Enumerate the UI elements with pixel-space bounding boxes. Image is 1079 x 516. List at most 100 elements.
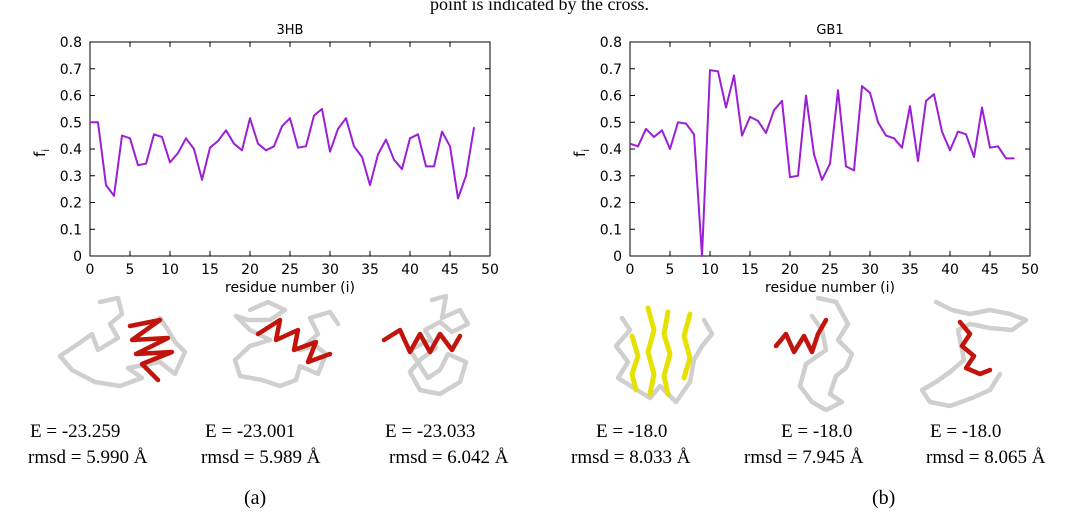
x-tick-label: 50: [1021, 262, 1039, 278]
data-point: [185, 137, 187, 140]
data-point: [877, 121, 879, 124]
x-axis-label: residue number (i): [225, 280, 355, 294]
data-point: [677, 121, 679, 124]
energy-label-6: E = -18.0: [930, 421, 1002, 442]
data-point: [789, 176, 791, 178]
structure-3hb-3: [381, 293, 471, 397]
data-point: [97, 121, 99, 124]
y-tick-label: 0.8: [60, 35, 82, 51]
data-point: [385, 138, 387, 141]
data-point: [233, 142, 235, 145]
x-tick-label: 5: [666, 262, 675, 278]
energy-label-5: E = -18.0: [781, 421, 853, 442]
data-point: [693, 133, 695, 136]
y-tick-label: 0.6: [600, 89, 622, 105]
data-point: [89, 121, 91, 124]
data-point: [201, 178, 203, 181]
y-axis-label-sub: i: [41, 149, 52, 152]
structure-gb1-1: [613, 305, 715, 405]
data-point: [845, 165, 847, 168]
data-point: [281, 125, 283, 128]
data-point: [433, 165, 435, 168]
data-point: [425, 165, 427, 168]
y-axis-label-main: f: [571, 151, 589, 157]
y-axis-label: fi: [571, 149, 592, 157]
data-point: [669, 148, 671, 150]
y-tick-label: 0.1: [600, 222, 622, 238]
data-point: [209, 146, 211, 149]
energy-label-2: E = -23.001: [205, 421, 296, 442]
data-point: [773, 109, 775, 112]
y-tick-label: 0.4: [60, 142, 82, 158]
data-point: [965, 133, 967, 136]
panel-label-b: (b): [872, 487, 896, 509]
data-point: [393, 158, 395, 161]
data-point: [717, 70, 719, 73]
data-point: [113, 195, 115, 197]
data-point: [249, 117, 251, 120]
data-point: [329, 150, 331, 153]
data-point: [709, 69, 711, 71]
data-point: [369, 184, 371, 186]
x-tick-label: 0: [86, 262, 95, 278]
data-point: [901, 146, 903, 149]
data-point: [401, 168, 403, 170]
data-point: [313, 114, 315, 117]
x-tick-label: 40: [401, 262, 419, 278]
data-point: [933, 93, 935, 95]
data-point: [105, 184, 107, 186]
data-point: [829, 162, 831, 165]
data-point: [861, 85, 863, 87]
x-tick-label: 15: [201, 262, 219, 278]
data-point: [145, 162, 147, 165]
data-point: [345, 117, 347, 120]
panel-label-a: (a): [244, 487, 267, 509]
data-point: [273, 145, 275, 148]
data-point: [957, 130, 959, 133]
data-point: [441, 130, 443, 133]
data-point: [685, 122, 687, 125]
data-point: [225, 129, 227, 132]
x-tick-label: 40: [941, 262, 959, 278]
data-point: [465, 174, 467, 177]
data-point: [305, 145, 307, 148]
x-tick-label: 0: [626, 262, 635, 278]
x-tick-label: 15: [741, 262, 759, 278]
data-point: [645, 128, 647, 130]
rmsd-label-3: rmsd = 6.042 Å: [389, 447, 509, 468]
data-point: [925, 100, 927, 102]
data-point: [973, 156, 975, 158]
x-tick-label: 10: [701, 262, 719, 278]
y-tick-label: 0.2: [60, 196, 82, 212]
x-tick-label: 30: [861, 262, 879, 278]
energy-label-4: E = -18.0: [596, 421, 668, 442]
figure-caption-fragment: point is indicated by the cross.: [430, 0, 649, 14]
chart-title: 3HB: [277, 23, 304, 38]
x-tick-label: 20: [781, 262, 799, 278]
y-tick-label: 0.4: [600, 142, 622, 158]
data-point: [821, 178, 823, 181]
data-point: [353, 145, 355, 148]
y-tick-label: 0.8: [600, 35, 622, 51]
x-tick-label: 35: [361, 262, 379, 278]
data-point: [805, 94, 807, 97]
y-tick-label: 0.6: [60, 89, 82, 105]
data-point: [289, 117, 291, 120]
data-point: [765, 132, 767, 134]
data-point: [241, 149, 243, 152]
data-point: [989, 146, 991, 149]
x-tick-label: 30: [321, 262, 339, 278]
y-axis-label-main: f: [31, 151, 49, 157]
data-point: [473, 126, 475, 129]
data-point: [725, 106, 727, 109]
energy-label-3: E = -23.033: [385, 421, 476, 442]
data-point: [869, 92, 871, 94]
y-tick-label: 0.1: [60, 222, 82, 238]
data-point: [137, 164, 139, 166]
data-point: [361, 156, 363, 158]
x-tick-label: 45: [981, 262, 999, 278]
data-point: [629, 142, 631, 145]
data-point: [885, 134, 887, 137]
x-tick-label: 20: [241, 262, 259, 278]
data-point: [701, 255, 703, 257]
